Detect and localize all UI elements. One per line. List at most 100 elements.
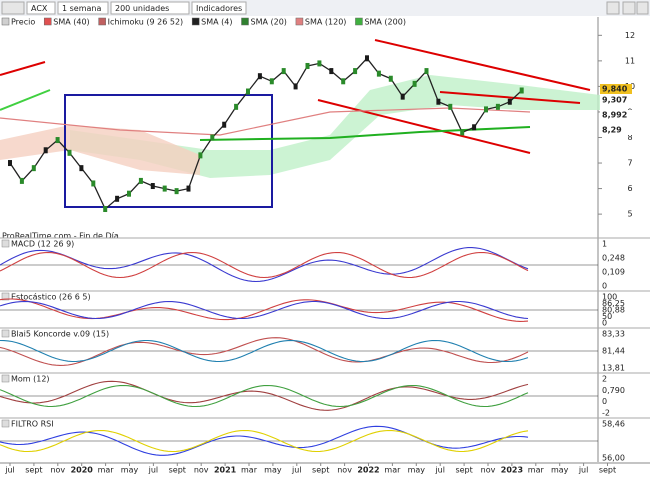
window-button[interactable] <box>622 1 636 15</box>
panel-axis-label: 86,25 <box>602 299 625 308</box>
x-tick-label: nov <box>481 466 496 475</box>
price-tag: 8,992 <box>602 111 627 120</box>
candle <box>246 88 250 95</box>
price-tag: 9,840 <box>602 85 628 94</box>
legend-swatch <box>191 17 200 26</box>
price-tag: 9,307 <box>602 96 627 105</box>
candle <box>484 106 488 113</box>
panel-title: Mom (12) <box>11 375 50 384</box>
candle <box>103 206 108 213</box>
x-tick-label: jul <box>4 466 15 475</box>
panel-icon <box>1 419 10 428</box>
symbol[interactable]: ACX <box>31 4 48 13</box>
price-line <box>9 57 523 211</box>
panel-axis-label: 0 <box>602 282 607 291</box>
trend-line <box>439 91 581 104</box>
x-tick-label: sept <box>312 466 329 475</box>
candle <box>186 185 191 192</box>
candle <box>55 137 60 144</box>
legend-swatch <box>355 17 363 26</box>
candle <box>365 55 369 62</box>
x-tick-label: mar <box>98 466 115 475</box>
units[interactable]: 200 unidades <box>115 4 169 13</box>
x-tick-label: may <box>264 466 282 475</box>
timeframe-box[interactable] <box>57 1 109 15</box>
candle <box>210 134 215 141</box>
panel-axis-label: 81,44 <box>602 347 625 356</box>
panel-title: MACD (12 26 9) <box>11 240 74 249</box>
panel-axis-label: 100 <box>602 293 617 302</box>
x-tick-label: sept <box>169 466 186 475</box>
indicator-line <box>0 429 529 453</box>
legend-swatch <box>1 17 10 26</box>
candle <box>305 62 310 69</box>
settings-button[interactable] <box>606 1 620 15</box>
x-tick-label: may <box>551 466 569 475</box>
panel-title: Estocástico (26 6 5) <box>11 293 91 302</box>
indicator-line <box>0 339 529 363</box>
candle <box>353 68 358 75</box>
panel-axis-label: 0,790 <box>602 386 625 395</box>
legend-swatch <box>295 17 304 26</box>
trend-line <box>374 39 591 91</box>
indicators[interactable]: Indicadores <box>196 4 242 13</box>
sma-120 <box>0 107 531 136</box>
legend-label: SMA (120) <box>305 18 347 27</box>
symbol-box[interactable] <box>26 1 56 15</box>
candle <box>388 75 393 82</box>
candle <box>222 121 227 128</box>
legend-swatch <box>241 17 249 26</box>
candle <box>495 103 500 110</box>
panel-axis-label: 0,248 <box>602 254 625 263</box>
candle <box>31 165 36 172</box>
x-tick-label: 2023 <box>501 466 523 475</box>
panel-axis-label: 13,81 <box>602 364 625 373</box>
x-tick-label: mar <box>528 466 545 475</box>
candle <box>67 149 72 156</box>
candle <box>448 103 453 110</box>
indicator-panels: MACD (12 26 9) 1 0,248 0,109 0 Estocástico (2… <box>0 237 650 463</box>
legend-label: SMA (20) <box>251 18 287 27</box>
candle <box>424 68 429 75</box>
close-button[interactable] <box>636 1 649 15</box>
panel-axis-label: 83,33 <box>602 330 625 339</box>
indicators-box[interactable] <box>191 1 247 15</box>
timeframe[interactable]: 1 semana <box>62 4 101 13</box>
y-tick-label: 8 <box>627 133 632 142</box>
candle <box>269 78 274 85</box>
candle <box>91 180 96 187</box>
indicator-line <box>0 380 529 411</box>
x-tick-label: jul <box>578 466 589 475</box>
chart-icon[interactable] <box>1 1 25 15</box>
legend-label: Ichimoku (9 26 52) <box>108 18 184 27</box>
candle <box>234 103 239 110</box>
legend-swatch <box>43 17 52 26</box>
sma-200 <box>0 89 51 111</box>
trend-line <box>317 99 531 154</box>
candle <box>400 93 405 100</box>
legend-label: SMA (200) <box>364 18 406 27</box>
units-box[interactable] <box>110 1 190 15</box>
panel-axis-label: -2 <box>602 409 610 418</box>
candle <box>329 68 334 75</box>
x-tick-label: 2022 <box>357 466 379 475</box>
x-tick-label: 2020 <box>71 466 94 475</box>
panel-axis-label: 0 <box>602 319 607 328</box>
legend-label: SMA (4) <box>201 18 232 27</box>
y-tick-label: 6 <box>627 184 632 193</box>
indicator-line <box>0 298 529 322</box>
panel-icon <box>1 374 10 383</box>
panel-axis-label: 50 <box>602 312 612 321</box>
watermark: ProRealTime.com - Fin de Día <box>2 232 119 241</box>
indicator-line <box>0 247 529 283</box>
candle <box>281 68 286 75</box>
candle <box>162 185 167 192</box>
legend-swatch <box>98 17 106 26</box>
candle <box>507 98 512 105</box>
x-tick-label: nov <box>194 466 209 475</box>
x-tick-label: 2021 <box>214 466 237 475</box>
y-tick-label: 11 <box>625 56 635 65</box>
candle <box>376 70 381 77</box>
panel-axis-label: 56,00 <box>602 454 625 463</box>
